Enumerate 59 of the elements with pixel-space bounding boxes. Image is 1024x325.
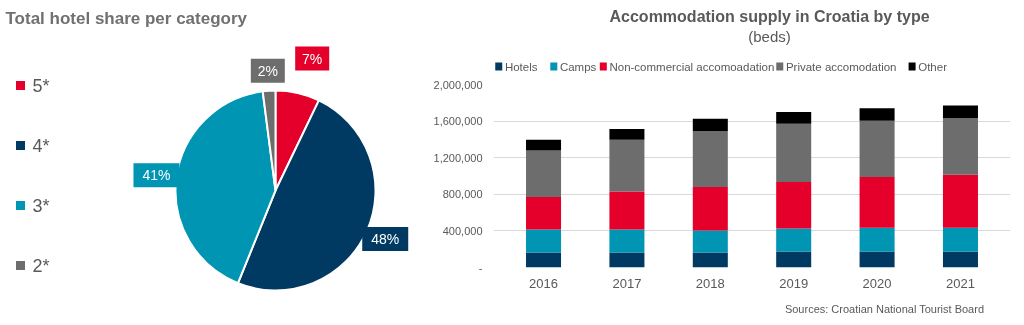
bar — [776, 251, 812, 268]
bar — [526, 197, 562, 230]
data-label: 2% — [257, 62, 278, 79]
data-label: 7% — [302, 50, 323, 67]
bar — [692, 252, 728, 268]
data-label: 41% — [142, 167, 171, 184]
y-tick-label: 1,200,000 — [433, 151, 483, 164]
chart-subtitle: (beds) — [748, 28, 791, 45]
bar — [609, 252, 645, 268]
bar — [942, 118, 978, 175]
bar — [776, 123, 812, 182]
bar — [859, 120, 895, 177]
bar — [692, 186, 728, 231]
x-tick-label: 2018 — [695, 275, 725, 291]
bar — [526, 139, 562, 151]
bar — [776, 228, 812, 252]
y-tick-label: 2,000,000 — [433, 78, 483, 91]
bar — [609, 229, 645, 253]
bar — [859, 251, 895, 268]
legend-label: Non-commercial accomoadation — [609, 60, 775, 73]
bar — [526, 252, 562, 268]
bar — [609, 191, 645, 230]
data-label: 48% — [371, 231, 400, 248]
x-tick-label: 2021 — [946, 275, 975, 291]
bar — [609, 139, 645, 192]
bar — [776, 181, 812, 229]
bar — [859, 176, 895, 228]
bar — [942, 251, 978, 268]
bar — [859, 227, 895, 252]
legend-label: 5* — [32, 75, 50, 96]
bar — [526, 150, 562, 198]
legend-label: Other — [918, 60, 948, 73]
y-tick-label: 1,600,000 — [433, 115, 483, 128]
x-tick-label: 2017 — [612, 275, 642, 291]
bar — [609, 128, 645, 140]
y-tick-label: 400,000 — [442, 224, 483, 237]
bar — [776, 111, 812, 124]
y-tick-label: 800,000 — [442, 188, 483, 201]
legend-label: Private accomodation — [785, 60, 897, 73]
y-tick-label: - — [478, 261, 483, 274]
bar — [692, 230, 728, 253]
chart-title: Total hotel share per category — [5, 9, 248, 28]
legend-label: 4* — [32, 135, 50, 156]
legend-label: 2* — [32, 255, 50, 276]
x-tick-label: 2019 — [779, 275, 809, 291]
bar — [942, 174, 978, 228]
chart-title: Accommodation supply in Croatia by type — [609, 8, 930, 25]
legend-label: Hotels — [504, 60, 538, 73]
bar — [692, 118, 728, 132]
bar — [942, 227, 978, 252]
source-note: Sources: Croatian National Tourist Board — [784, 302, 985, 315]
bar — [859, 108, 895, 121]
bar — [942, 105, 978, 119]
legend-label: Camps — [559, 60, 597, 73]
bar — [692, 131, 728, 187]
bar — [526, 229, 562, 253]
legend-label: 3* — [32, 195, 50, 216]
x-tick-label: 2016 — [529, 275, 558, 291]
x-tick-label: 2020 — [862, 275, 892, 291]
